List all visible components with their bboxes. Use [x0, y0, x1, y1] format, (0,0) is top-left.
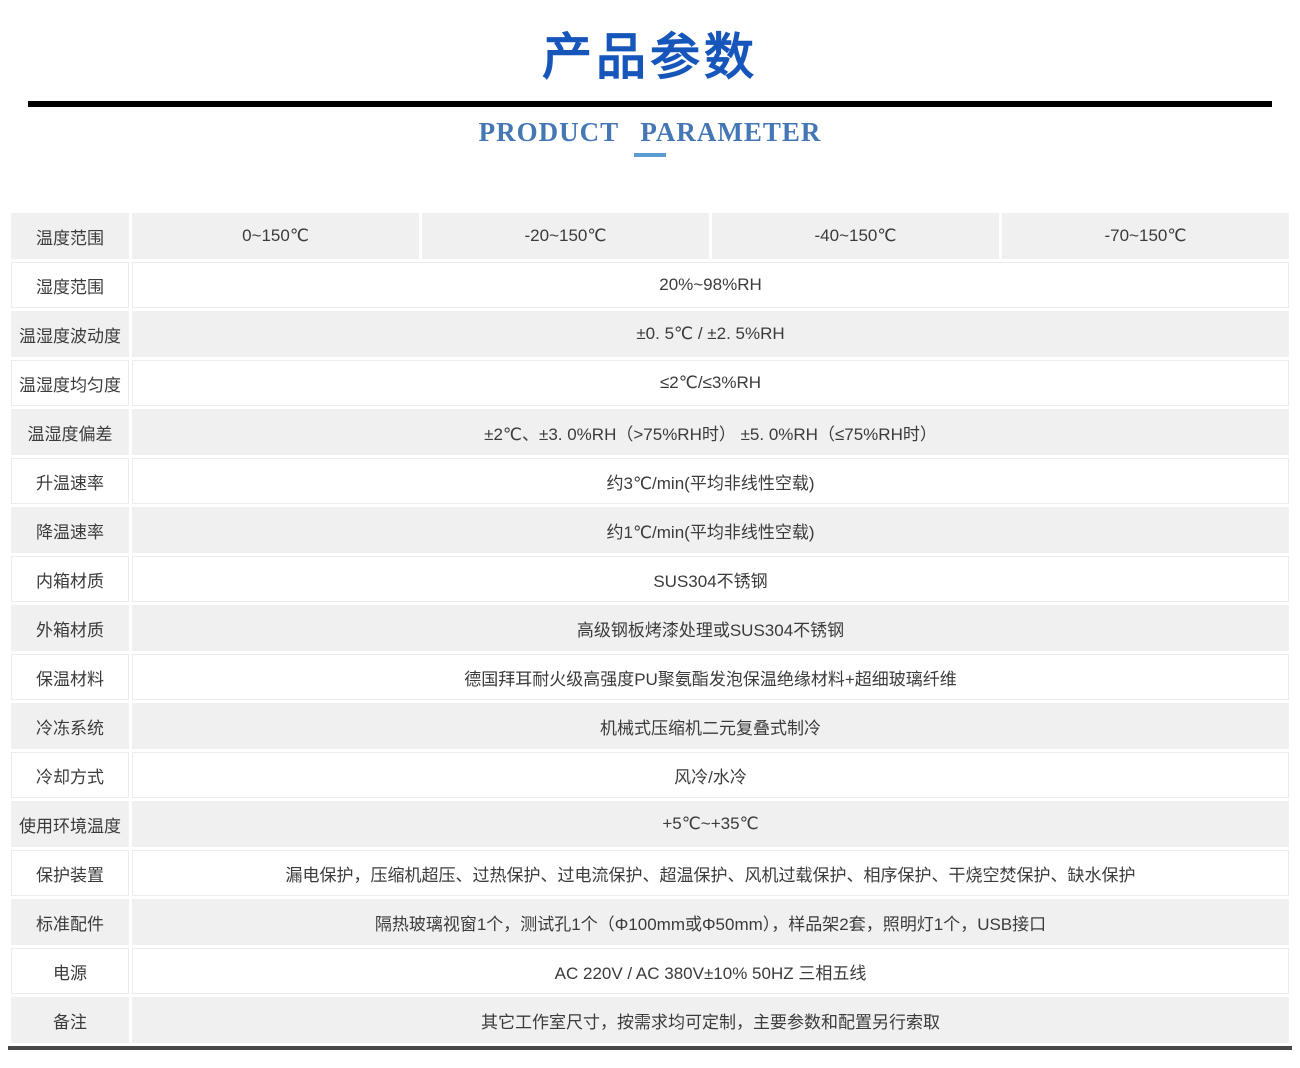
param-value: 0~150℃: [132, 213, 419, 259]
parameter-table-wrapper: 温度范围 0~150℃ -20~150℃ -40~150℃ -70~150℃ 湿度范围 20…: [8, 210, 1292, 1050]
param-label: 温度范围: [11, 213, 129, 259]
param-value: AC 220V / AC 380V±10% 50HZ 三相五线: [132, 948, 1289, 994]
param-label: 使用环境温度: [11, 801, 129, 847]
table-row: 升温速率 约3℃/min(平均非线性空载): [11, 458, 1289, 504]
table-row: 保护装置 漏电保护，压缩机超压、过热保护、过电流保护、超温保护、风机过载保护、相序…: [11, 850, 1289, 896]
param-label: 保护装置: [11, 850, 129, 896]
table-row: 外箱材质 高级钢板烤漆处理或SUS304不锈钢: [11, 605, 1289, 651]
table-row: 湿度范围 20%~98%RH: [11, 262, 1289, 308]
param-label: 温湿度均匀度: [11, 360, 129, 406]
param-value: 高级钢板烤漆处理或SUS304不锈钢: [132, 605, 1289, 651]
param-value: 约1℃/min(平均非线性空载): [132, 507, 1289, 553]
param-label: 标准配件: [11, 899, 129, 945]
param-value: 20%~98%RH: [132, 262, 1289, 308]
param-value: -40~150℃: [712, 213, 999, 259]
param-value: 德国拜耳耐火级高强度PU聚氨酯发泡保温绝缘材料+超细玻璃纤维: [132, 654, 1289, 700]
param-value: 漏电保护，压缩机超压、过热保护、过电流保护、超温保护、风机过载保护、相序保护、干…: [132, 850, 1289, 896]
table-row: 备注 其它工作室尺寸，按需求均可定制，主要参数和配置另行索取: [11, 997, 1289, 1043]
param-table-body: 温度范围 0~150℃ -20~150℃ -40~150℃ -70~150℃ 湿度范围 20…: [11, 213, 1289, 1043]
param-label: 降温速率: [11, 507, 129, 553]
param-value: ±2℃、±3. 0%RH（>75%RH时） ±5. 0%RH（≤75%RH时）: [132, 409, 1289, 455]
param-label: 温湿度波动度: [11, 311, 129, 357]
param-value: -70~150℃: [1002, 213, 1289, 259]
param-label: 保温材料: [11, 654, 129, 700]
table-row: 温度范围 0~150℃ -20~150℃ -40~150℃ -70~150℃: [11, 213, 1289, 259]
table-row: 内箱材质 SUS304不锈钢: [11, 556, 1289, 602]
table-row: 保温材料 德国拜耳耐火级高强度PU聚氨酯发泡保温绝缘材料+超细玻璃纤维: [11, 654, 1289, 700]
param-value: +5℃~+35℃: [132, 801, 1289, 847]
param-label: 外箱材质: [11, 605, 129, 651]
param-value: 风冷/水冷: [132, 752, 1289, 798]
param-label: 冷却方式: [11, 752, 129, 798]
table-row: 使用环境温度 +5℃~+35℃: [11, 801, 1289, 847]
subtitle-underline: [634, 153, 666, 157]
table-row: 冷冻系统 机械式压缩机二元复叠式制冷: [11, 703, 1289, 749]
param-value: 隔热玻璃视窗1个，测试孔1个（Φ100mm或Φ50mm），样品架2套，照明灯1个…: [132, 899, 1289, 945]
param-value: 约3℃/min(平均非线性空载): [132, 458, 1289, 504]
param-value: 机械式压缩机二元复叠式制冷: [132, 703, 1289, 749]
page-title: 产品参数: [542, 29, 758, 85]
table-row: 温湿度波动度 ±0. 5℃ / ±2. 5%RH: [11, 311, 1289, 357]
table-row: 电源 AC 220V / AC 380V±10% 50HZ 三相五线: [11, 948, 1289, 994]
param-value: 其它工作室尺寸，按需求均可定制，主要参数和配置另行索取: [132, 997, 1289, 1043]
param-label: 冷冻系统: [11, 703, 129, 749]
parameter-table: 温度范围 0~150℃ -20~150℃ -40~150℃ -70~150℃ 湿度范围 20…: [8, 210, 1292, 1046]
param-value: -20~150℃: [422, 213, 709, 259]
param-label: 温湿度偏差: [11, 409, 129, 455]
table-row: 降温速率 约1℃/min(平均非线性空载): [11, 507, 1289, 553]
table-row: 温湿度偏差 ±2℃、±3. 0%RH（>75%RH时） ±5. 0%RH（≤75%…: [11, 409, 1289, 455]
table-row: 标准配件 隔热玻璃视窗1个，测试孔1个（Φ100mm或Φ50mm），样品架2套，照…: [11, 899, 1289, 945]
param-label: 湿度范围: [11, 262, 129, 308]
table-row: 温湿度均匀度 ≤2℃/≤3%RH: [11, 360, 1289, 406]
param-label: 升温速率: [11, 458, 129, 504]
page-subtitle: PRODUCT PARAMETER: [478, 117, 822, 147]
param-value: ≤2℃/≤3%RH: [132, 360, 1289, 406]
param-label: 电源: [11, 948, 129, 994]
param-value: ±0. 5℃ / ±2. 5%RH: [132, 311, 1289, 357]
param-label: 备注: [11, 997, 129, 1043]
title-divider: [28, 101, 1272, 107]
param-value: SUS304不锈钢: [132, 556, 1289, 602]
param-label: 内箱材质: [11, 556, 129, 602]
table-row: 冷却方式 风冷/水冷: [11, 752, 1289, 798]
